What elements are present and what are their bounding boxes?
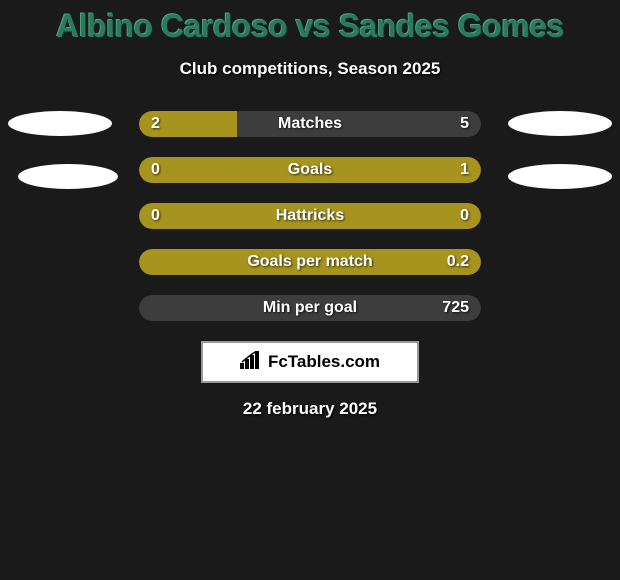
stat-value-right: 1 xyxy=(460,157,469,183)
stat-bar: 0 Hattricks 0 xyxy=(139,203,481,229)
stat-label: Goals xyxy=(139,157,481,183)
stat-bar: Min per goal 725 xyxy=(139,295,481,321)
avatars-right xyxy=(508,111,612,217)
stats-area: 2 Matches 5 0 Goals 1 0 Hattricks 0 Goal… xyxy=(0,111,620,321)
stat-bars: 2 Matches 5 0 Goals 1 0 Hattricks 0 Goal… xyxy=(139,111,481,321)
player-avatar-placeholder xyxy=(508,111,612,136)
team-logo-placeholder xyxy=(18,164,118,189)
stat-bar: Goals per match 0.2 xyxy=(139,249,481,275)
player-avatar-placeholder xyxy=(8,111,112,136)
date-caption: 22 february 2025 xyxy=(0,399,620,419)
stat-value-right: 725 xyxy=(442,295,469,321)
stat-label: Hattricks xyxy=(139,203,481,229)
stat-value-right: 5 xyxy=(460,111,469,137)
fctables-logo: FcTables.com xyxy=(201,341,419,383)
bar-chart-icon xyxy=(240,351,262,374)
page-title: Albino Cardoso vs Sandes Gomes xyxy=(0,8,620,45)
team-logo-placeholder xyxy=(508,164,612,189)
stat-bar: 0 Goals 1 xyxy=(139,157,481,183)
stat-value-right: 0.2 xyxy=(447,249,469,275)
comparison-infographic: Albino Cardoso vs Sandes Gomes Club comp… xyxy=(0,0,620,419)
subtitle: Club competitions, Season 2025 xyxy=(0,59,620,79)
stat-label: Min per goal xyxy=(139,295,481,321)
stat-label: Goals per match xyxy=(139,249,481,275)
avatars-left xyxy=(8,111,118,217)
stat-label: Matches xyxy=(139,111,481,137)
stat-value-right: 0 xyxy=(460,203,469,229)
logo-text: FcTables.com xyxy=(268,352,380,372)
stat-bar: 2 Matches 5 xyxy=(139,111,481,137)
